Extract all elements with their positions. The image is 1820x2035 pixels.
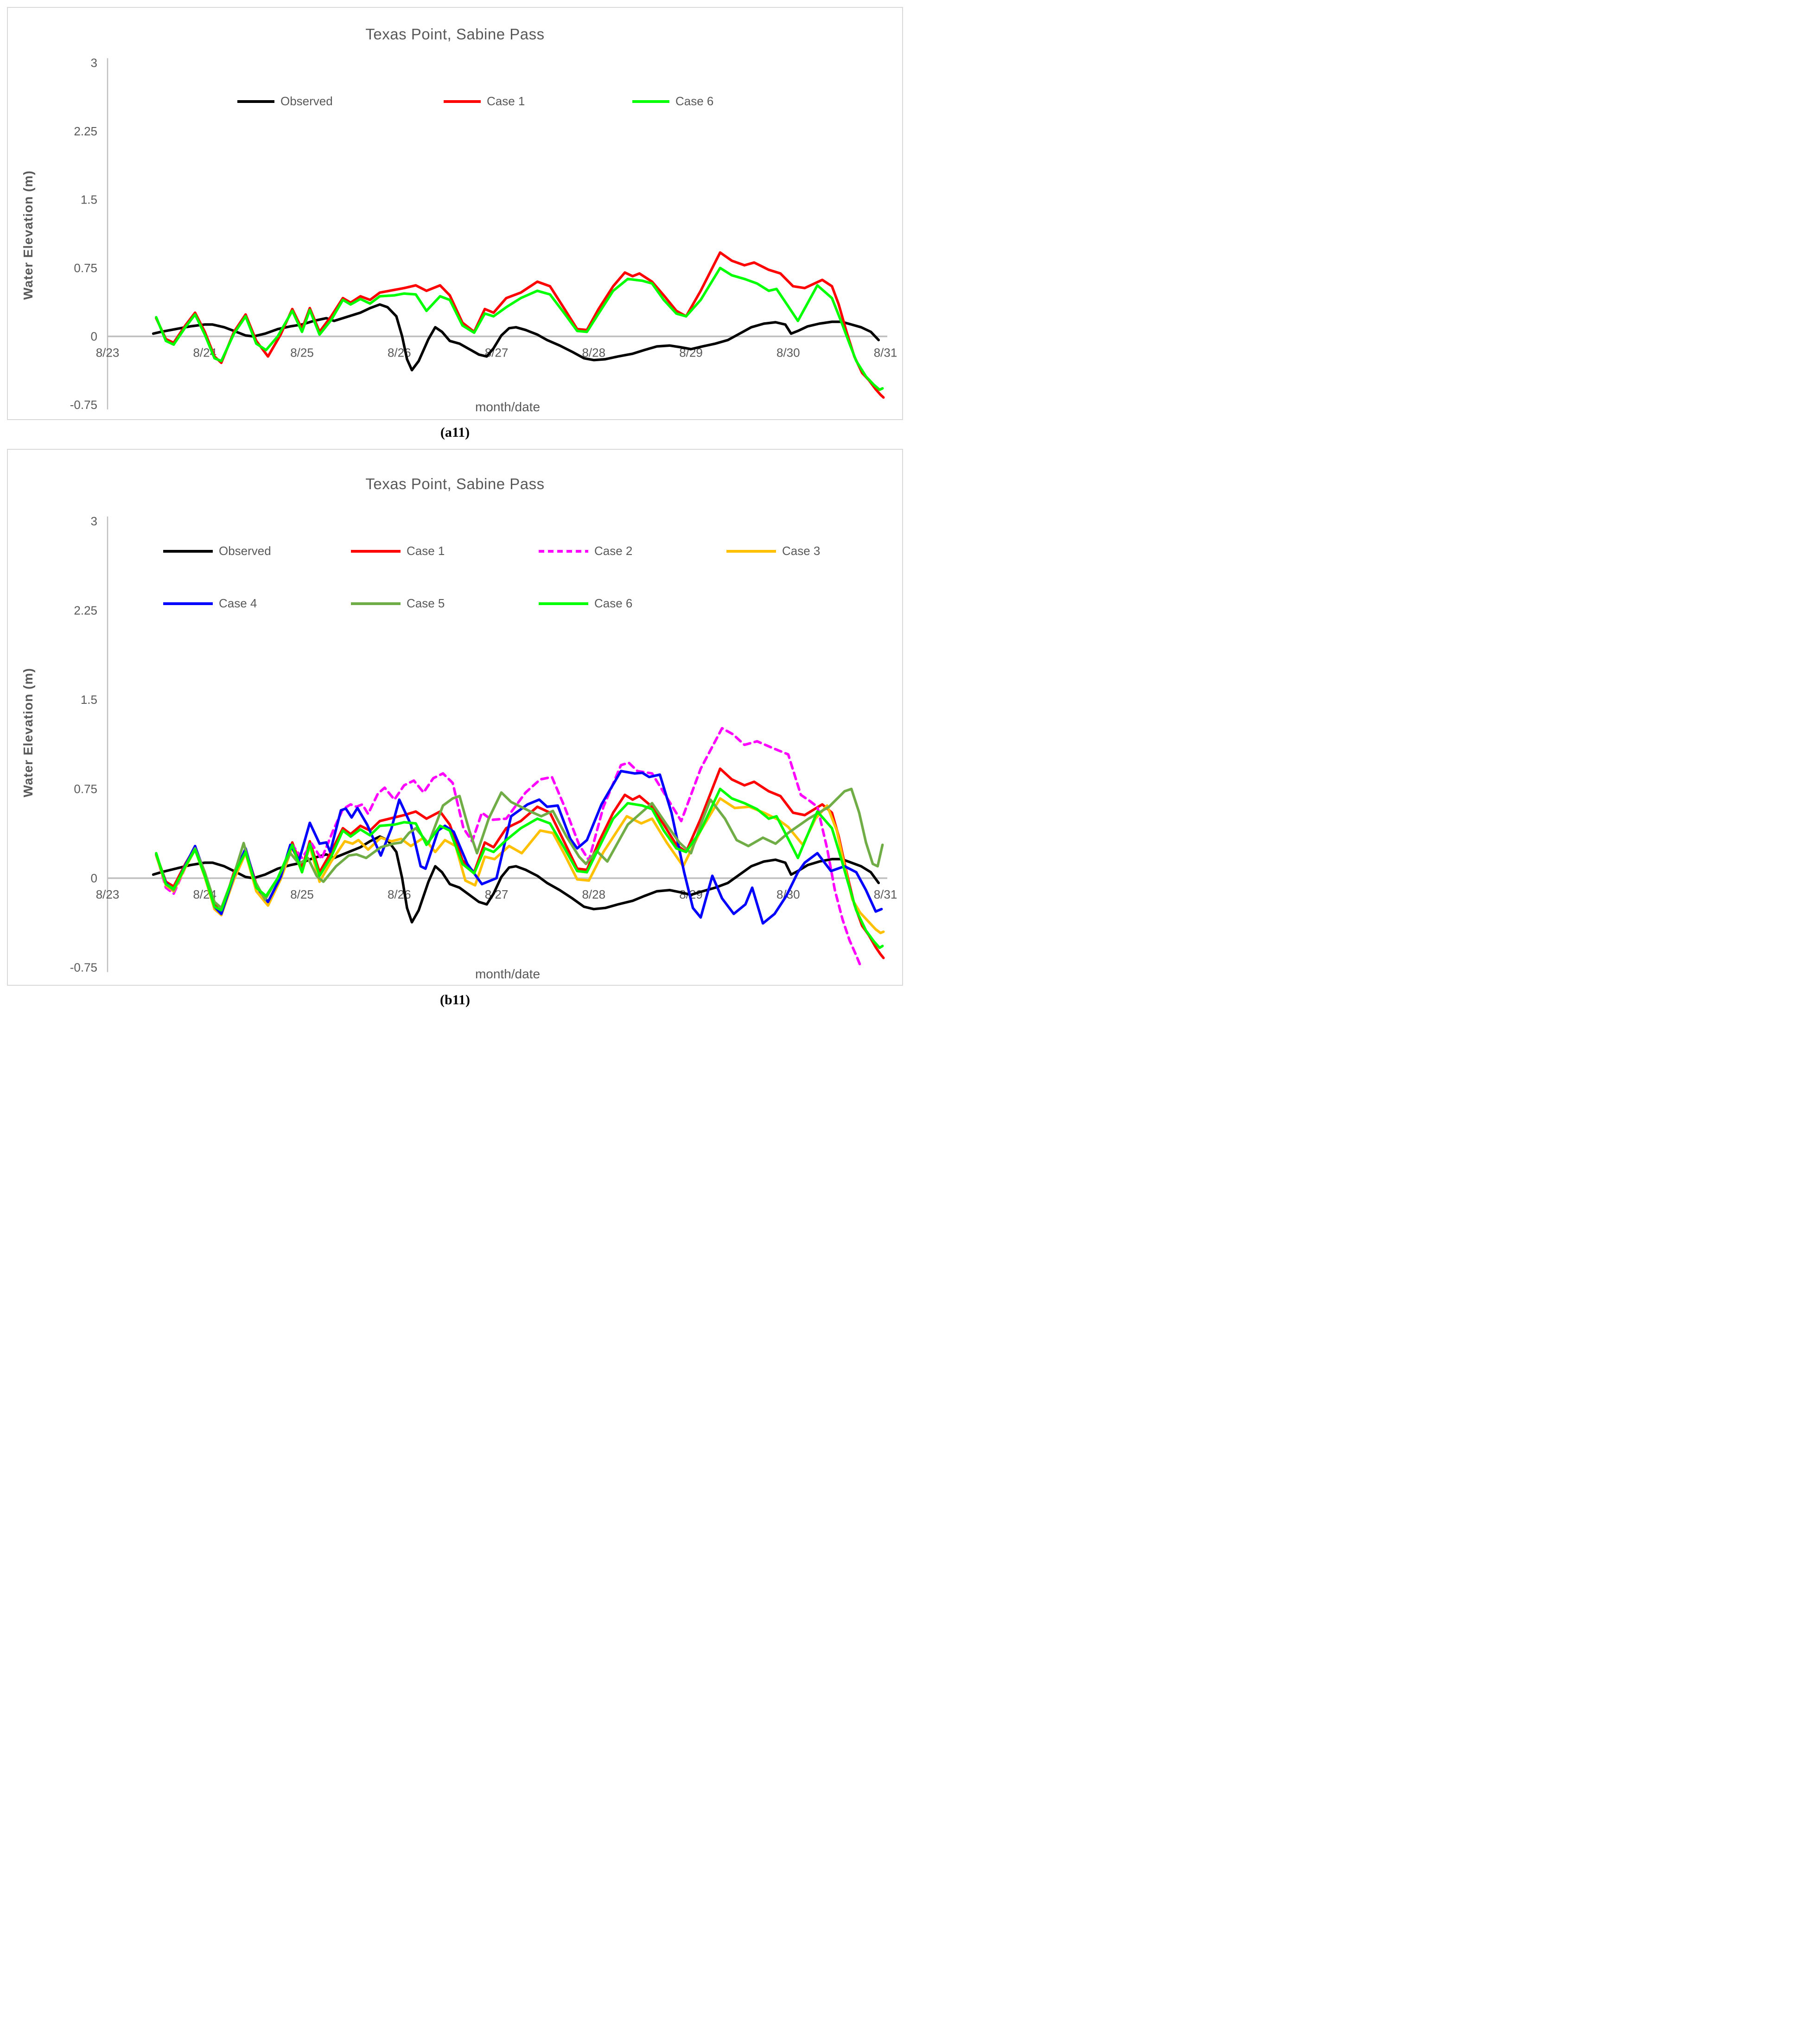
legend-label-case-1: Case 1: [407, 544, 445, 558]
x-tick-label: 8/25: [290, 887, 314, 901]
y-tick-label: 3: [91, 56, 97, 70]
series-line-observed: [152, 835, 880, 924]
x-tick-label: 8/23: [96, 887, 120, 901]
legend-label-case-6: Case 6: [594, 596, 633, 610]
caption-b11: (b11): [439, 992, 470, 1008]
y-tick-label: 0: [91, 330, 97, 344]
y-tick-label: 0: [91, 871, 97, 885]
legend-swatch-case-3: [726, 549, 776, 553]
y-tick-label: 2.25: [74, 603, 97, 617]
legend-item-case-1: Case 1: [444, 94, 525, 108]
legend-a11: Observed Case 1 Case 6: [8, 8, 902, 419]
x-tick-label: 8/30: [776, 346, 800, 360]
y-tick-label: 1.5: [81, 693, 97, 707]
y-tick-label: 0.75: [74, 261, 97, 275]
legend-swatch-case-6: [539, 602, 588, 605]
series-line-case-6: [155, 267, 884, 391]
y-tick-label: 1.5: [81, 192, 97, 206]
legend-label-case-1: Case 1: [487, 94, 525, 108]
series-line-case-3: [155, 797, 885, 934]
chart-title-a11: Texas Point, Sabine Pass: [365, 26, 545, 43]
x-tick-label: 8/28: [582, 346, 605, 360]
legend-swatch-case-4: [163, 602, 213, 605]
x-axis-title: month/date: [475, 967, 540, 981]
plot-area-b11: 32.251.50.750-0.758/23 8/24 8/25 8/26 8/27 8/…: [70, 514, 897, 981]
legend-item-case-4: Case 4: [163, 596, 257, 611]
caption-a11: (a11): [440, 425, 470, 440]
legend-item-case-5: Case 5: [351, 596, 445, 611]
y-tick-label: -0.75: [70, 961, 97, 975]
legend-item-case-6: Case 6: [539, 596, 632, 611]
legend-item-case-2: Case 2: [539, 544, 632, 558]
legend-label-case-3: Case 3: [782, 544, 821, 558]
legend-label-case-4: Case 4: [219, 596, 257, 610]
series-line-case-1: [155, 251, 885, 399]
legend-swatch-case-1: [351, 549, 401, 553]
y-tick-label: -0.75: [70, 398, 97, 412]
legend-label-case-5: Case 5: [407, 596, 445, 610]
legend-label-case-2: Case 2: [594, 544, 633, 558]
legend-item-case-3: Case 3: [726, 544, 820, 558]
chart-panel-a11: 3 2.25 1.5 0.75 0 -0.75 8/23 8/24 8/25 8/26 8/27 8/…: [7, 7, 903, 420]
y-tick-label: 0.75: [74, 782, 97, 796]
plot-area-a11: 32.251.50.750-0.758/23 8/24 8/25 8/26 8/27 8/…: [70, 56, 897, 414]
legend-b11: Observed Case 1 Case 2 Case 3 Case 4 Case 5 Ca…: [8, 450, 902, 985]
series-line-case-4: [155, 770, 883, 925]
series-line-observed: [152, 303, 880, 372]
legend-label-observed: Observed: [219, 544, 271, 558]
x-tick-label: 8/31: [874, 346, 897, 360]
x-tick-label: 8/23: [96, 346, 120, 360]
legend-swatch-case-2: [539, 549, 588, 553]
x-tick-label: 8/25: [290, 346, 314, 360]
legend-swatch-observed: [163, 549, 213, 553]
series-line-case-5: [155, 787, 884, 909]
legend-swatch-observed: [237, 100, 274, 103]
legend-item-observed: Observed: [237, 94, 333, 108]
legend-item-case-6: Case 6: [632, 94, 713, 108]
legend-label-observed: Observed: [280, 94, 333, 108]
legend-label-case-6: Case 6: [675, 94, 714, 108]
chart-title-b11: Texas Point, Sabine Pass: [365, 475, 545, 492]
legend-swatch-case-1: [444, 100, 481, 103]
chart-panel-b11: 3 2.25 1.5 0.75 0 -0.75 8/23 8/24 8/25 8/26 8/27 8/…: [7, 449, 903, 986]
y-tick-label: 3: [91, 514, 97, 528]
series-line-case-6: [155, 787, 884, 949]
x-axis-title: month/date: [475, 400, 540, 414]
y-tick-label: 2.25: [74, 124, 97, 138]
legend-item-case-1: Case 1: [351, 544, 445, 558]
x-tick-label: 8/28: [582, 887, 605, 901]
x-tick-label: 8/31: [874, 887, 897, 901]
legend-swatch-case-5: [351, 602, 401, 605]
legend-item-observed: Observed: [163, 544, 271, 558]
x-tick-label: 8/26: [388, 887, 411, 901]
legend-swatch-case-6: [632, 100, 669, 103]
